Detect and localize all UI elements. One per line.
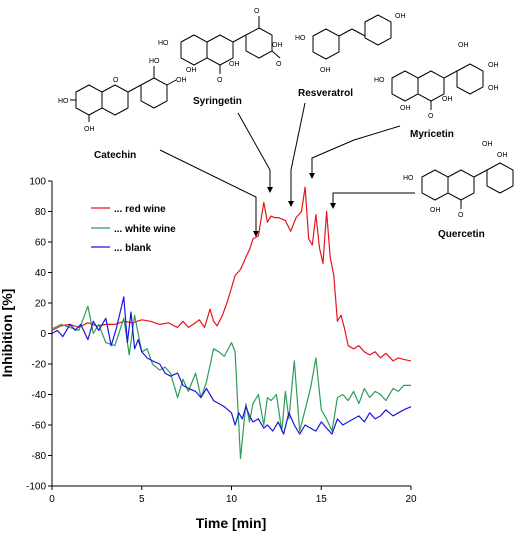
svg-text:OH: OH xyxy=(458,42,469,49)
legend-label-red-wine: ... red wine xyxy=(114,204,166,215)
svg-text:O: O xyxy=(458,212,464,219)
svg-text:HO: HO xyxy=(403,175,414,182)
x-tick-label: 5 xyxy=(139,494,145,505)
y-tick-label: 0 xyxy=(40,329,46,340)
series-line-white-wine xyxy=(51,305,411,460)
svg-text:O: O xyxy=(428,113,434,120)
annotation-arrows xyxy=(159,102,415,237)
y-tick-label: 60 xyxy=(35,238,47,249)
svg-text:HO: HO xyxy=(58,98,69,105)
svg-text:OH: OH xyxy=(400,105,411,112)
svg-text:OH: OH xyxy=(320,67,331,74)
svg-text:OH: OH xyxy=(482,141,493,148)
y-tick-label: 80 xyxy=(35,207,47,218)
syringetin-structure: HO OH O OH O OH O xyxy=(158,8,283,84)
arrow-resveratrol xyxy=(288,102,306,207)
y-tick-label: -60 xyxy=(32,421,47,432)
series-layer xyxy=(51,186,412,460)
y-axis-title: Inhibition [%] xyxy=(0,289,15,378)
svg-text:OH: OH xyxy=(186,67,197,74)
series-line-blank xyxy=(51,296,412,435)
y-tick-label: 40 xyxy=(35,268,47,279)
legend-label-white-wine: ... white wine xyxy=(114,224,176,235)
svg-text:OH: OH xyxy=(497,152,508,159)
y-tick-label: 20 xyxy=(35,299,47,310)
x-axis-title: Time [min] xyxy=(196,515,267,531)
y-tick-label: -100 xyxy=(26,482,46,493)
y-tick-label: 100 xyxy=(29,177,46,188)
annotation-label-quercetin: Quercetin xyxy=(438,229,485,240)
svg-text:HO: HO xyxy=(295,35,306,42)
svg-text:O: O xyxy=(113,77,119,84)
svg-text:OH: OH xyxy=(176,77,187,84)
svg-text:OH: OH xyxy=(488,62,499,69)
svg-text:O: O xyxy=(254,8,260,15)
legend: ... red wine ... white wine ... blank xyxy=(91,204,176,254)
series-line-red-wine xyxy=(51,186,412,362)
annotation-label-myricetin: Myricetin xyxy=(410,129,454,140)
y-ticks: 100 80 60 40 20 0 -20 -40 -60 -80 -100 xyxy=(26,177,52,493)
svg-text:OH: OH xyxy=(395,13,406,20)
quercetin-structure: HO OH O OH OH xyxy=(403,141,514,219)
y-tick-label: -20 xyxy=(32,360,47,371)
svg-text:OH: OH xyxy=(272,42,283,49)
annotation-label-syringetin: Syringetin xyxy=(193,96,242,107)
svg-text:OH: OH xyxy=(229,61,240,68)
svg-text:OH: OH xyxy=(488,85,499,92)
arrow-syringetin xyxy=(237,112,273,193)
annotation-label-resveratrol: Resveratrol xyxy=(298,88,353,99)
x-tick-label: 0 xyxy=(49,494,55,505)
x-tick-label: 10 xyxy=(226,494,238,505)
svg-text:OH: OH xyxy=(430,207,441,214)
x-tick-label: 15 xyxy=(316,494,328,505)
resveratrol-structure: HO OH OH xyxy=(295,13,406,74)
svg-text:OH: OH xyxy=(442,96,453,103)
arrow-catechin xyxy=(159,149,259,237)
svg-text:O: O xyxy=(276,61,282,68)
legend-label-blank: ... blank xyxy=(114,243,152,254)
x-tick-label: 20 xyxy=(405,494,417,505)
svg-text:HO: HO xyxy=(149,58,160,65)
annotation-label-catechin: Catechin xyxy=(94,150,136,161)
myricetin-structure: HO OH O OH OH OH OH xyxy=(374,42,499,120)
arrow-quercetin xyxy=(330,192,415,209)
x-ticks: 0 5 10 15 20 xyxy=(49,486,417,505)
y-tick-label: -40 xyxy=(32,390,47,401)
catechin-structure: HO OH HO OH O xyxy=(58,58,187,133)
arrow-myricetin xyxy=(309,125,401,179)
plot-axes xyxy=(51,181,411,487)
svg-text:HO: HO xyxy=(374,77,385,84)
y-tick-label: -80 xyxy=(32,451,47,462)
svg-text:OH: OH xyxy=(84,126,95,133)
svg-text:HO: HO xyxy=(158,40,169,47)
svg-text:O: O xyxy=(217,77,223,84)
